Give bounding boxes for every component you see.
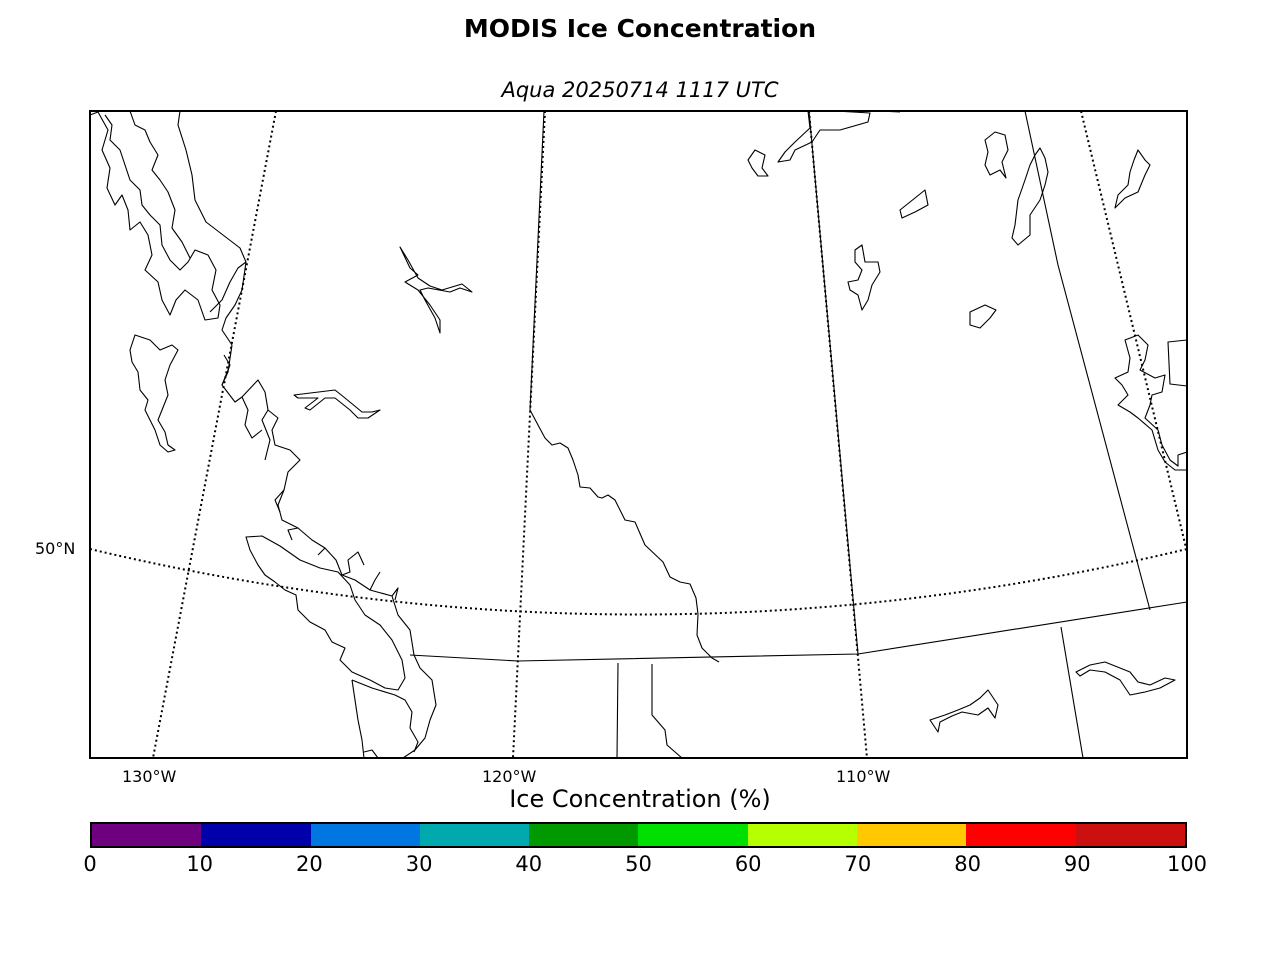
lake-winnipeg [1167,339,1187,387]
lake-babine [293,389,381,419]
lake-sakakawea [1075,661,1176,696]
colorbar-segment-5 [638,824,748,846]
map-frame [89,110,1188,759]
colorbar-tick-label: 20 [296,852,323,876]
colorbar-segment-6 [747,824,858,846]
colorbar-tick-label: 10 [186,852,214,876]
colorbar-tick-label: 0 [83,852,97,876]
sask-manitoba-boundary [1024,111,1151,611]
us-state-line-c [1060,626,1084,758]
lon-label-120w: 120°W [482,767,537,786]
meridian-100w [1080,111,1187,553]
colorbar [90,822,1187,848]
lake-fort-peck [929,689,999,733]
colorbar-tick-label: 60 [734,852,762,876]
colorbar-label: Ice Concentration (%) [509,785,771,813]
columbia-coast [363,749,379,758]
colorbar-segment-2 [310,824,420,846]
alberta-sask-boundary [808,111,859,655]
colorbar-tick-label: 30 [405,852,433,876]
graticule [90,111,1187,758]
colorbar-tick-label: 50 [625,852,652,876]
puget-sound [351,679,419,753]
lake-doré [969,304,997,329]
coastline [90,111,437,758]
lake-manitoba-area [1114,334,1187,471]
lake-wollaston [984,131,1009,179]
lakes [293,111,1187,733]
lake-reindeer [1011,147,1049,246]
colorbar-segment-8 [966,824,1076,846]
colorbar-segment-0 [92,824,202,846]
colorbar-tick-label: 40 [515,852,543,876]
colorbar-tick-label: 70 [844,852,872,876]
us-state-line-a [616,662,619,758]
bc-alberta-boundary [529,111,720,663]
province-boundaries [409,111,1187,758]
coastline-inlets [209,261,399,601]
map-subtitle: Aqua 20250714 1117 UTC [501,78,779,102]
vancouver-island [245,535,406,691]
map-title: MODIS Ice Concentration [463,14,817,43]
colorbar-tick-label: 90 [1063,852,1091,876]
colorbar-segment-7 [857,824,967,846]
colorbar-tick-label: 100 [1166,852,1208,876]
haida-gwaii [129,334,179,453]
coastline-mainland [177,111,437,758]
lat-label-50n: 50°N [35,539,76,558]
olympic-peninsula [351,679,365,758]
colorbar-segment-3 [419,824,530,846]
coastline-north-islands [90,111,221,321]
us-state-line-b [651,664,683,758]
lake-churchill [847,244,881,311]
lake-athabasca [777,111,901,163]
lake-southend [899,189,929,219]
colorbar-segment-1 [201,824,311,846]
colorbar-ticks: 0 10 20 30 40 50 60 70 80 90 100 [83,852,1207,880]
us-canada-border [409,601,1187,662]
lake-williston [399,246,473,334]
colorbar-tick-label: 80 [954,852,981,876]
lake-winnipeg-north [1114,149,1151,209]
meridian-130w [152,111,277,758]
colorbar-segment-4 [529,824,639,846]
colorbar-segment-9 [1075,824,1185,846]
lon-label-130w: 130°W [122,767,177,786]
lon-label-110w: 110°W [836,767,891,786]
coastline-north-islands-b [129,111,191,259]
lake-cree-area [747,149,769,177]
